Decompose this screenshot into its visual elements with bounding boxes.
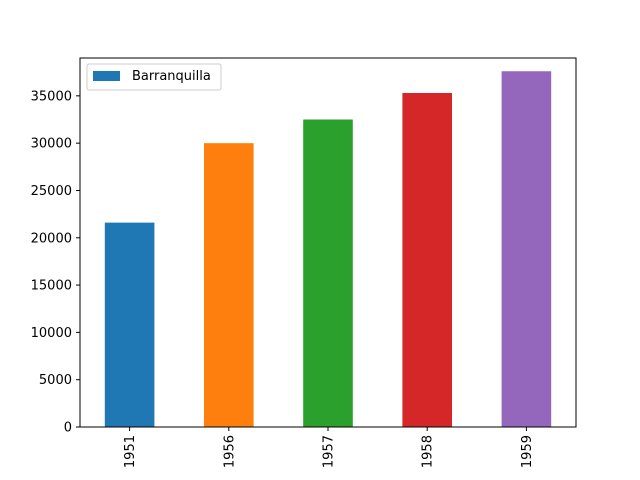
bar-1956 — [204, 143, 254, 427]
x-tick-label: 1951 — [123, 435, 138, 468]
x-tick-label: 1957 — [322, 435, 337, 468]
y-tick-label: 35000 — [31, 89, 72, 104]
legend-swatch — [93, 71, 120, 81]
x-tick-label: 1956 — [222, 435, 237, 468]
y-tick-label: 0 — [64, 421, 72, 436]
bar-1959 — [501, 71, 552, 427]
x-tick-label: 1958 — [421, 435, 436, 468]
bar-1951 — [104, 222, 155, 427]
y-tick-label: 30000 — [31, 137, 72, 152]
bar-1957 — [303, 119, 353, 427]
y-tick-label: 5000 — [39, 373, 72, 388]
legend: Barranquilla — [86, 63, 222, 91]
legend-label: Barranquilla — [132, 69, 211, 84]
plot-frame — [79, 57, 577, 428]
y-tick-label: 10000 — [31, 326, 72, 341]
y-tick-label: 20000 — [31, 231, 72, 246]
y-tick-label: 15000 — [31, 279, 72, 294]
y-axis: 0 5000 10000 15000 20000 25000 30000 35000 — [31, 89, 80, 436]
y-tick-label: 25000 — [31, 184, 72, 199]
bar-1958 — [402, 93, 452, 427]
legend-box — [86, 63, 222, 91]
x-axis: 1951 1956 1957 1958 1959 — [123, 427, 535, 468]
x-tick-label: 1959 — [520, 435, 535, 468]
bars-group — [104, 71, 552, 427]
